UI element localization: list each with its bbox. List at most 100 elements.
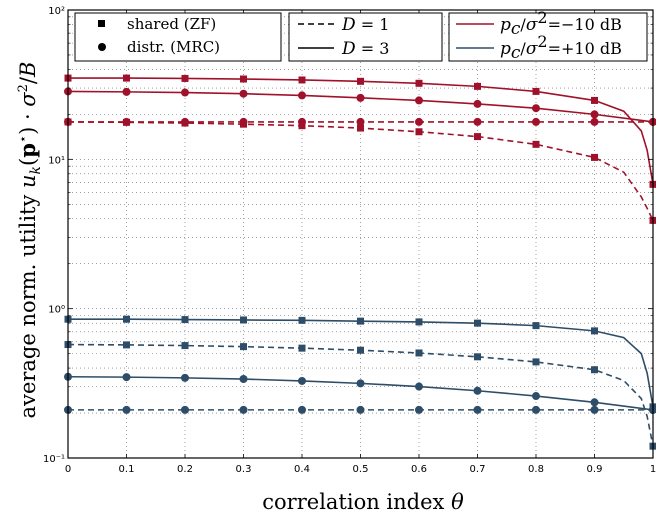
data-point-circle	[415, 117, 423, 126]
data-point-square	[298, 344, 306, 352]
x-tick-label: 0.2	[177, 464, 193, 475]
data-point-circle	[590, 398, 599, 407]
data-point-square	[532, 358, 540, 366]
data-point-circle	[532, 392, 540, 401]
x-tick-label: 0.7	[470, 464, 486, 475]
data-point-square	[415, 128, 423, 136]
data-point-circle	[356, 405, 365, 414]
data-point-circle	[181, 88, 189, 97]
data-point-square	[532, 87, 540, 95]
series-7	[64, 405, 656, 414]
data-point-square	[298, 76, 306, 84]
data-point-square	[415, 349, 423, 357]
data-point-circle	[356, 117, 365, 126]
data-point-square	[591, 327, 598, 335]
data-point-square	[591, 153, 598, 161]
series-line	[68, 77, 654, 185]
data-point-circle	[181, 405, 189, 414]
data-point-circle	[298, 405, 306, 414]
x-axis-title: correlation index θ	[262, 490, 464, 514]
legend-label-plus10: pc/σ2=+10 dB	[500, 32, 622, 63]
data-point-circle	[298, 91, 306, 100]
series-4	[64, 315, 656, 411]
data-point-square	[591, 96, 598, 104]
y-tick-label: 10⁻¹	[43, 454, 65, 465]
legend-label-d3: D = 3	[341, 39, 389, 59]
data-point-circle	[473, 386, 482, 395]
x-tick-label: 0.3	[236, 464, 252, 475]
y-tick-label: 10²	[48, 6, 65, 17]
legend-square-marker	[98, 20, 105, 27]
legend-label-minus10: pc/σ2=−10 dB	[500, 8, 622, 39]
data-point-square	[474, 133, 481, 141]
data-point-square	[532, 140, 540, 148]
data-point-circle	[122, 117, 131, 126]
data-point-square	[181, 342, 189, 350]
data-point-square	[123, 341, 130, 349]
data-point-circle	[473, 99, 482, 108]
series-6	[64, 372, 656, 414]
data-point-circle	[181, 117, 189, 126]
data-point-square	[357, 77, 364, 85]
series-line	[67, 343, 654, 447]
data-point-circle	[415, 382, 423, 391]
x-tick-label: 0.8	[528, 464, 544, 475]
y-tick-label: 10⁰	[48, 305, 65, 316]
data-point-square	[181, 316, 189, 324]
data-point-circle	[298, 117, 306, 126]
x-tick-label: 0.5	[353, 464, 369, 475]
legend-snr: pc/σ2=−10 dB pc/σ2=+10 dB	[448, 8, 648, 63]
y-axis-title: average norm. utility uk(p⋆) · σ2/B	[15, 62, 44, 419]
data-point-square	[474, 82, 481, 90]
series-5	[64, 341, 656, 450]
data-point-square	[415, 318, 423, 326]
data-point-circle	[356, 93, 365, 102]
data-point-square	[532, 322, 540, 330]
data-point-circle	[532, 405, 540, 414]
legend-label-shared-zf: shared (ZF)	[127, 15, 216, 33]
x-tick-label: 0.4	[294, 464, 310, 475]
legend-label-d1: D = 1	[341, 15, 389, 35]
series-layer	[64, 74, 656, 450]
data-point-circle	[122, 405, 131, 414]
data-point-square	[298, 316, 306, 324]
data-point-circle	[590, 117, 599, 126]
data-point-square	[240, 343, 247, 351]
data-point-square	[591, 366, 598, 374]
data-point-circle	[532, 117, 540, 126]
data-point-circle	[473, 117, 482, 126]
legend-label-distr-mrc: distr. (MRC)	[127, 38, 220, 56]
plot-frame	[67, 9, 654, 459]
data-point-circle	[473, 405, 482, 414]
data-point-square	[123, 315, 130, 323]
data-point-square	[357, 124, 364, 132]
data-point-circle	[239, 405, 248, 414]
data-point-circle	[239, 117, 248, 126]
data-point-square	[181, 74, 189, 82]
data-point-square	[415, 79, 423, 87]
series-3	[64, 117, 656, 126]
series-line	[67, 121, 654, 221]
data-point-circle	[298, 376, 306, 385]
ticks: 0 0.1 0.2 0.3 0.4 0.5 0.6 0.7 0.8 0.9 1 10⁻¹ 10⁰ 10¹ 1…	[43, 6, 656, 475]
data-point-square	[357, 346, 364, 354]
data-point-circle	[590, 110, 599, 119]
data-point-circle	[415, 405, 423, 414]
x-tick-label: 0	[65, 464, 71, 475]
data-point-square	[474, 353, 481, 361]
data-point-circle	[122, 87, 131, 96]
legend-d: D = 1 D = 3	[288, 12, 443, 62]
data-point-square	[123, 74, 130, 82]
data-point-square	[240, 75, 247, 83]
data-point-square	[474, 319, 481, 327]
legend-scheme: shared (ZF) distr. (MRC)	[74, 12, 282, 62]
series-line	[68, 318, 654, 407]
x-tick-label: 0.1	[119, 464, 135, 475]
data-point-circle	[122, 373, 131, 382]
x-tick-label: 0.9	[587, 464, 603, 475]
data-point-circle	[181, 373, 189, 382]
data-point-circle	[590, 405, 599, 414]
data-point-circle	[239, 89, 248, 98]
legend-circle-marker	[98, 43, 106, 51]
